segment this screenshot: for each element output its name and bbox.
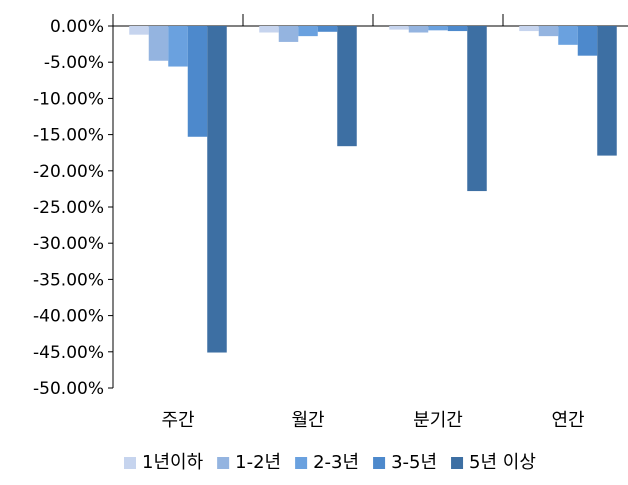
bar-연간-3-5년 xyxy=(577,26,598,56)
y-tick-label: -15.00% xyxy=(33,126,104,146)
bar-주간-1-2년 xyxy=(148,26,169,61)
bar-연간-1년이하 xyxy=(519,26,539,32)
legend-swatch xyxy=(295,457,308,469)
x-tick-label: 연간 xyxy=(551,410,584,431)
bar-연간-5년 이상 xyxy=(597,26,617,156)
bar-주간-1년이하 xyxy=(129,26,149,35)
legend-swatch xyxy=(451,457,464,469)
bar-연간-1-2년 xyxy=(538,26,559,37)
legend-swatch xyxy=(373,457,386,469)
y-tick-label: -40.00% xyxy=(33,307,104,327)
y-tick-label: -10.00% xyxy=(33,89,104,109)
bar-주간-5년 이상 xyxy=(207,26,227,353)
bar-월간-1년이하 xyxy=(259,26,279,33)
bar-월간-5년 이상 xyxy=(337,26,357,147)
bar-주간-2-3년 xyxy=(168,26,188,67)
y-tick-label: -5.00% xyxy=(44,53,104,73)
y-tick-label: -25.00% xyxy=(33,198,104,218)
bar-분기간-1년이하 xyxy=(389,26,409,30)
y-tick-label: 0.00% xyxy=(50,17,104,37)
y-tick-label: -50.00% xyxy=(33,379,104,399)
chart-legend: 1년이하 1-2년 2-3년 3-5년 5년 이상 xyxy=(124,452,536,473)
y-tick-label: -45.00% xyxy=(33,343,104,363)
bar-월간-1-2년 xyxy=(278,26,299,42)
bar-연간-2-3년 xyxy=(558,26,578,45)
bar-분기간-1-2년 xyxy=(408,26,429,33)
y-axis-ticks: 0.00% -5.00% -10.00% -15.00% -20.00% -25.00% -… xyxy=(33,17,104,399)
y-tick-label: -35.00% xyxy=(33,270,104,290)
legend-label: 5년 이상 xyxy=(469,452,536,473)
chart-axes xyxy=(108,14,628,389)
y-tick-label: -30.00% xyxy=(33,234,104,254)
x-axis-ticks: 주간 월간 분기간 연간 xyxy=(161,410,584,431)
bar-분기간-3-5년 xyxy=(447,26,468,32)
bar-주간-3-5년 xyxy=(187,26,208,137)
y-tick-label: -20.00% xyxy=(33,162,104,182)
chart-bars xyxy=(129,26,617,353)
bar-월간-2-3년 xyxy=(298,26,318,37)
legend-label: 2-3년 xyxy=(313,452,359,473)
bar-월간-3-5년 xyxy=(317,26,338,32)
bar-분기간-5년 이상 xyxy=(467,26,487,192)
legend-swatch xyxy=(217,457,230,469)
x-tick-label: 분기간 xyxy=(413,410,463,431)
legend-swatch xyxy=(124,457,136,469)
legend-label: 1년이하 xyxy=(142,452,204,473)
legend-label: 3-5년 xyxy=(391,452,437,473)
x-tick-label: 월간 xyxy=(291,410,324,431)
bar-분기간-2-3년 xyxy=(428,26,448,31)
legend-label: 1-2년 xyxy=(235,452,281,473)
x-tick-label: 주간 xyxy=(161,410,194,431)
